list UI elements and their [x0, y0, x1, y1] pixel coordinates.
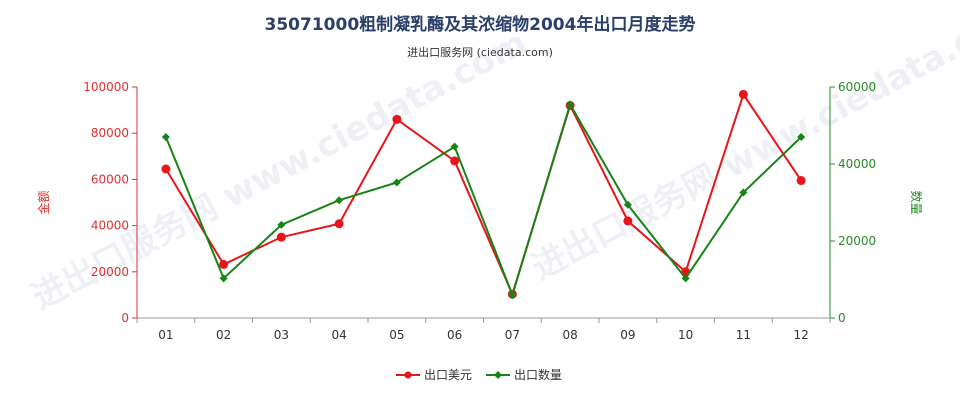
data-point-series-0: [161, 164, 171, 174]
y-right-tick-label: 20000: [838, 234, 876, 248]
data-point-series-1: [450, 142, 459, 151]
y-axis-left-label: 金额: [36, 190, 51, 214]
y-left-tick-label: 60000: [91, 172, 129, 186]
y-right-tick-label: 0: [838, 311, 846, 325]
data-point-series-0: [219, 259, 229, 269]
data-point-series-0: [623, 216, 633, 226]
y-left-tick-label: 80000: [91, 126, 129, 140]
legend-marker-series-0: [404, 371, 412, 379]
data-point-series-0: [450, 156, 460, 166]
x-tick-label: 08: [562, 328, 577, 342]
data-point-series-1: [161, 133, 170, 142]
x-tick-label: 03: [274, 328, 289, 342]
data-point-series-0: [334, 219, 344, 229]
y-left-tick-label: 0: [121, 311, 129, 325]
x-tick-label: 11: [736, 328, 751, 342]
watermark: 进出口服务网 www.ciedata.com: [525, 0, 960, 288]
data-point-series-1: [508, 290, 517, 299]
data-point-series-0: [276, 232, 286, 242]
legend-label-series-0: 出口美元: [424, 368, 472, 382]
series-line-1: [164, 101, 802, 298]
y-right-tick-label: 40000: [838, 157, 876, 171]
y-left-tick-label: 40000: [91, 219, 129, 233]
x-tick-label: 06: [447, 328, 462, 342]
series-line-0: [165, 92, 802, 298]
data-point-series-1: [623, 200, 632, 209]
legend-marker-series-1: [494, 371, 502, 379]
data-point-series-0: [738, 89, 748, 99]
x-tick-label: 10: [678, 328, 693, 342]
chart-title: 35071000粗制凝乳酶及其浓缩物2004年出口月度走势: [265, 14, 696, 35]
x-tick-label: 01: [158, 328, 173, 342]
x-tick-label: 04: [331, 328, 346, 342]
data-point-series-1: [335, 196, 344, 205]
data-point-series-1: [681, 274, 690, 283]
data-point-series-0: [392, 114, 402, 124]
x-tick-label: 05: [389, 328, 404, 342]
y-left-tick-label: 100000: [83, 80, 129, 94]
data-point-series-1: [219, 274, 228, 283]
x-tick-label: 12: [793, 328, 808, 342]
legend: 出口美元 出口数量: [396, 367, 562, 382]
y-right-tick-label: 60000: [838, 80, 876, 94]
x-tick-label: 07: [505, 328, 520, 342]
legend-label-series-1: 出口数量: [514, 367, 562, 382]
y-left-tick-label: 20000: [91, 265, 129, 279]
y-axis-right-label: 数量: [909, 190, 924, 214]
plot-area: 0 20000 40000 60000 80000 100000 0 20000 40000 60…: [83, 80, 876, 342]
data-point-series-1: [739, 188, 748, 197]
data-point-series-1: [392, 178, 401, 187]
data-point-series-1: [277, 220, 286, 229]
data-point-series-1: [797, 133, 806, 142]
x-tick-label: 02: [216, 328, 231, 342]
chart-subtitle: 进出口服务网 (ciedata.com): [407, 45, 553, 59]
x-tick-label: 09: [620, 328, 635, 342]
data-point-series-0: [796, 176, 806, 186]
data-point-series-1: [566, 100, 575, 109]
